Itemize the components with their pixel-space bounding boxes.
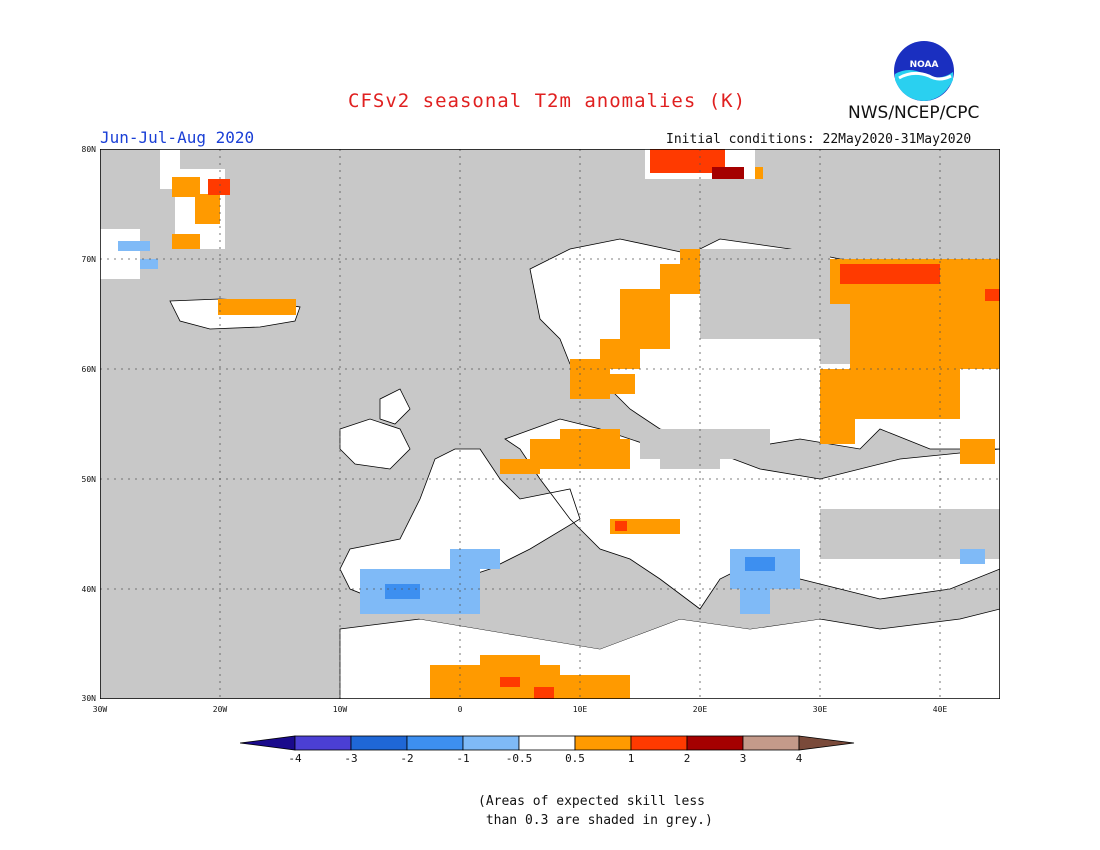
lon-label: 40E [932,705,948,714]
lon-label: 20E [692,705,708,714]
greenland-warm [172,177,220,249]
colorbar-tick-label: -3 [344,752,358,765]
initial-conditions: Initial conditions: 22May2020-31May2020 [666,132,972,147]
colorbar-tick-label: 4 [795,752,803,765]
colorbar-tick-label: -4 [288,752,302,765]
north-africa-warm [430,655,630,699]
colorbar-swatch [294,735,352,751]
colorbar-tick-label: 0.5 [565,752,585,765]
forecast-period: Jun-Jul-Aug 2020 [100,128,255,147]
lat-label: 70N [81,255,96,264]
lat-label: 30N [81,694,96,703]
colorbar-tick-label: -1 [456,752,470,765]
colorbar-swatch [350,735,408,751]
colorbar-swatch [518,735,576,751]
lat-label: 80N [81,145,96,154]
colorbar-tick-label: -0.5 [505,752,533,765]
colorbar-swatch [406,735,464,751]
lon-label: 30W [92,705,108,714]
colorbar-swatch [574,735,632,751]
lat-label: 40N [81,585,96,594]
colorbar-tick-label: 1 [627,752,635,765]
colorbar-tick-label: 3 [739,752,747,765]
colorbar-swatch [240,735,296,751]
lon-label: 30E [812,705,828,714]
lat-label: 50N [81,475,96,484]
colorbar-swatch [686,735,744,751]
lon-label: 20W [212,705,228,714]
balkans-cool [730,549,985,614]
colorbar-tick-label: -2 [400,752,414,765]
chart-title: CFSv2 seasonal T2m anomalies (K) [348,90,747,112]
colorbar [240,735,855,751]
agency-label: NWS/NCEP/CPC [848,103,980,123]
logo-text: NOAA [910,60,939,70]
lon-label: 10W [332,705,348,714]
colorbar-swatch [630,735,688,751]
colorbar-swatch [462,735,520,751]
lat-label: 60N [81,365,96,374]
lon-label: 10E [572,705,588,714]
anomaly-map [100,149,1000,699]
colorbar-swatch [742,735,800,751]
colorbar-tick-label: 2 [683,752,691,765]
lon-label: 0 [457,705,463,714]
noaa-logo: NOAA [894,41,954,101]
graticule [100,149,1000,699]
colorbar-swatch [798,735,855,751]
skill-note: (Areas of expected skill less than 0.3 a… [478,794,713,828]
mediterranean [400,579,890,649]
